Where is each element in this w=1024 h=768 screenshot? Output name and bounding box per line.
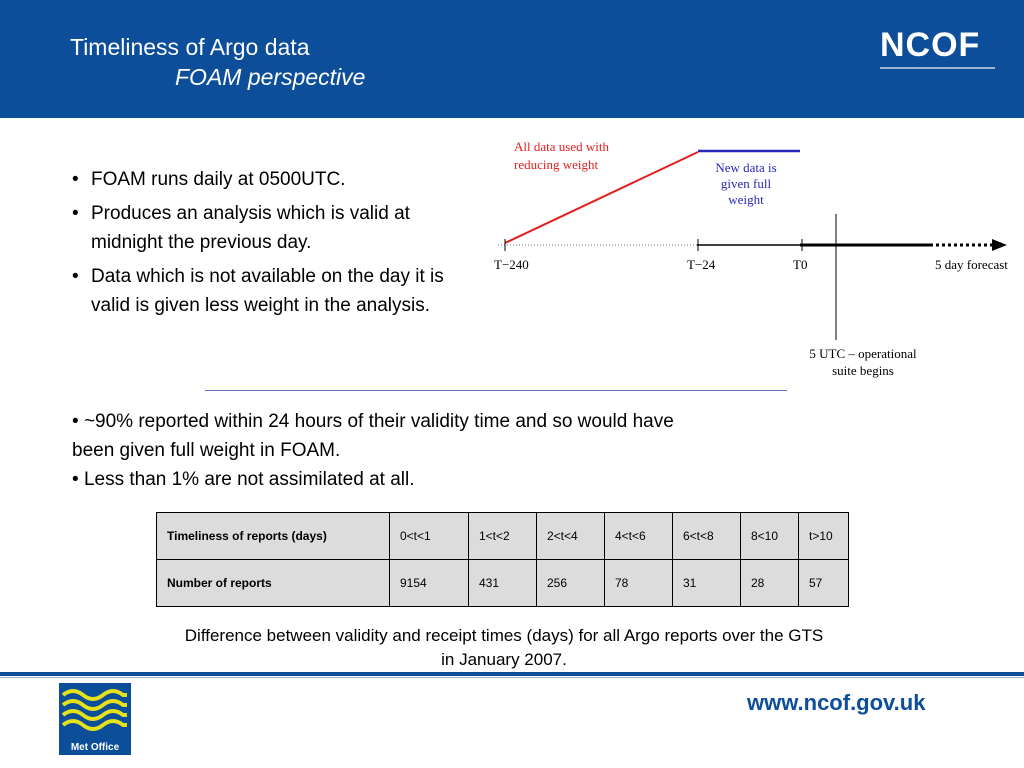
- website-link[interactable]: www.ncof.gov.uk: [747, 690, 926, 715]
- red-label-line1: All data used with: [514, 139, 609, 154]
- bullet-text: ~90% reported within 24 hours of their v…: [72, 411, 674, 461]
- ncof-logo: NCOF: [880, 26, 981, 64]
- blue-label-line2: given full: [721, 176, 772, 191]
- tick-label-t0: T0: [793, 257, 807, 272]
- bullet-item: Produces an analysis which is valid at m…: [72, 199, 482, 257]
- ncof-logo-underline: [880, 67, 995, 69]
- bullet-item: Data which is not available on the day i…: [72, 262, 482, 320]
- table-cell: 6<t<8: [672, 512, 741, 560]
- table-row-header: Number of reports: [156, 559, 390, 607]
- bullet-item: • ~90% reported within 24 hours of their…: [72, 411, 674, 461]
- table-cell: 0<t<1: [389, 512, 469, 560]
- forecast-label: 5 day forecast: [935, 257, 1008, 272]
- footer-rule-thin: [0, 677, 1024, 678]
- table-caption: Difference between validity and receipt …: [184, 626, 824, 669]
- table-cell: 4<t<6: [604, 512, 673, 560]
- blue-label-line3: weight: [728, 192, 764, 207]
- met-office-label: Met Office: [70, 742, 120, 753]
- bullet-item: FOAM runs daily at 0500UTC.: [72, 165, 482, 194]
- utc-label-line1: 5 UTC – operational: [809, 346, 917, 361]
- header-bar: Timeliness of Argo data FOAM perspective…: [0, 0, 1024, 118]
- section-divider: [205, 390, 787, 391]
- forecast-arrowhead: [992, 239, 1007, 251]
- bullet-text: Less than 1% are not assimilated at all.: [83, 469, 415, 490]
- timeliness-table: Timeliness of reports (days) 0<t<1 1<t<2…: [156, 512, 849, 607]
- tick-label-t24: T−24: [687, 257, 716, 272]
- table-cell: 431: [468, 559, 537, 607]
- bottom-bullet-list: • ~90% reported within 24 hours of their…: [72, 407, 712, 494]
- bullet-item: • Less than 1% are not assimilated at al…: [72, 469, 415, 490]
- met-office-logo: Met Office: [59, 683, 131, 755]
- table-cell: t>10: [798, 512, 849, 560]
- met-office-wave-icon: [61, 689, 127, 731]
- utc-label-line2: suite begins: [832, 363, 894, 378]
- top-bullet-list: FOAM runs daily at 0500UTC. Produces an …: [72, 165, 482, 325]
- slide-subtitle: FOAM perspective: [175, 64, 366, 90]
- table-cell: 78: [604, 559, 673, 607]
- table-cell: 31: [672, 559, 741, 607]
- slide-title: Timeliness of Argo data: [70, 34, 310, 60]
- table-cell: 57: [798, 559, 849, 607]
- table-row-header: Timeliness of reports (days): [156, 512, 390, 560]
- timeline-diagram: All data used with reducing weight New d…: [494, 139, 1008, 378]
- blue-label-line1: New data is: [715, 160, 776, 175]
- table-cell: 8<10: [740, 512, 799, 560]
- reducing-weight-line: [504, 151, 699, 244]
- table-cell: 256: [536, 559, 605, 607]
- table-row: Timeliness of reports (days) 0<t<1 1<t<2…: [156, 512, 849, 560]
- table-cell: 1<t<2: [468, 512, 537, 560]
- table-cell: 9154: [389, 559, 469, 607]
- footer-rule: [0, 672, 1024, 676]
- table-cell: 28: [740, 559, 799, 607]
- table-cell: 2<t<4: [536, 512, 605, 560]
- table-row: Number of reports 9154 431 256 78 31 28 …: [156, 559, 849, 607]
- tick-label-t240: T−240: [494, 257, 529, 272]
- red-label-line2: reducing weight: [514, 157, 599, 172]
